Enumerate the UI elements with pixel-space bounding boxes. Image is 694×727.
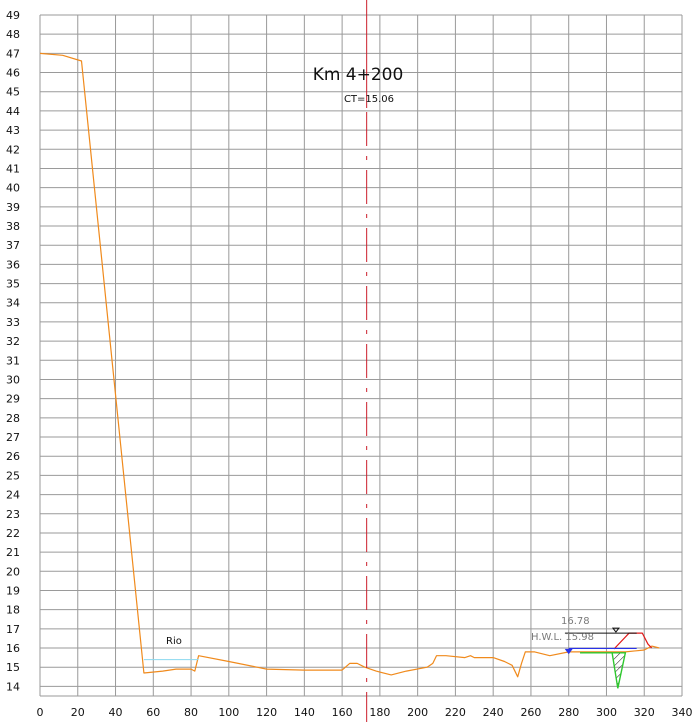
chart-title: Km 4+200 (313, 65, 404, 85)
x-tick-label: 280 (558, 706, 579, 719)
x-tick-label: 320 (634, 706, 655, 719)
x-tick-label: 80 (184, 706, 198, 719)
annotation-marks (366, 0, 637, 722)
y-tick-label: 20 (6, 565, 20, 578)
y-tick-label: 46 (6, 67, 20, 80)
y-axis-ticks: 14 15 16 17 18 19 20 21 22 23 24 25 26 27 28 29 30 31 32 33… (6, 9, 20, 693)
x-tick-label: 240 (483, 706, 504, 719)
chart-subtitle: CT=15.06 (344, 94, 394, 105)
y-tick-label: 33 (6, 316, 20, 329)
y-tick-label: 22 (6, 527, 20, 540)
series-terrain (39, 52, 660, 678)
x-tick-label: 300 (596, 706, 617, 719)
y-tick-label: 21 (6, 546, 20, 559)
y-tick-label: 23 (6, 508, 20, 521)
hwl-marker-icon (564, 648, 573, 655)
y-tick-label: 30 (6, 373, 20, 386)
series-design (613, 632, 653, 650)
y-tick-label: 19 (6, 584, 20, 597)
hatched-wedge (611, 652, 627, 689)
y-tick-label: 42 (6, 143, 20, 156)
y-tick-label: 32 (6, 335, 20, 348)
hwl-label: H.W.L. 15.98 (531, 632, 594, 643)
y-tick-label: 37 (6, 239, 20, 252)
y-tick-label: 24 (6, 489, 20, 502)
y-tick-label: 34 (6, 297, 20, 310)
x-tick-label: 140 (294, 706, 315, 719)
chart-series (39, 52, 660, 678)
x-tick-label: 180 (369, 706, 390, 719)
y-tick-label: 47 (6, 47, 20, 60)
y-tick-label: 28 (6, 412, 20, 425)
x-tick-label: 20 (71, 706, 85, 719)
x-axis-ticks: 0 20 40 60 80 100 120 140 160 180 200 220 240 260 280 3… (37, 706, 693, 719)
y-tick-label: 38 (6, 220, 20, 233)
x-tick-label: 260 (520, 706, 541, 719)
x-tick-label: 60 (146, 706, 160, 719)
x-tick-label: 120 (256, 706, 277, 719)
y-tick-label: 40 (6, 182, 20, 195)
x-tick-label: 340 (672, 706, 693, 719)
y-tick-label: 41 (6, 162, 20, 175)
x-tick-label: 160 (332, 706, 353, 719)
y-tick-label: 36 (6, 258, 20, 271)
river-label: Rio (166, 636, 182, 647)
y-tick-label: 43 (6, 124, 20, 137)
y-tick-label: 27 (6, 431, 20, 444)
y-tick-label: 39 (6, 201, 20, 214)
level-marker-icon (611, 627, 620, 633)
grid (39, 14, 683, 697)
y-tick-label: 15 (6, 661, 20, 674)
y-tick-label: 25 (6, 469, 20, 482)
y-tick-label: 18 (6, 604, 20, 617)
y-tick-label: 49 (6, 9, 20, 22)
y-tick-label: 44 (6, 105, 20, 118)
y-tick-label: 48 (6, 28, 20, 41)
x-tick-label: 220 (445, 706, 466, 719)
level-label: 16.78 (561, 616, 590, 627)
x-tick-label: 200 (407, 706, 428, 719)
y-tick-label: 45 (6, 86, 20, 99)
y-tick-label: 35 (6, 278, 20, 291)
y-tick-label: 26 (6, 450, 20, 463)
x-tick-label: 40 (109, 706, 123, 719)
y-tick-label: 17 (6, 623, 20, 636)
y-tick-label: 29 (6, 393, 20, 406)
y-tick-label: 16 (6, 642, 20, 655)
x-tick-label: 100 (218, 706, 239, 719)
y-tick-label: 31 (6, 354, 20, 367)
x-tick-label: 0 (37, 706, 44, 719)
y-tick-label: 14 (6, 680, 20, 693)
